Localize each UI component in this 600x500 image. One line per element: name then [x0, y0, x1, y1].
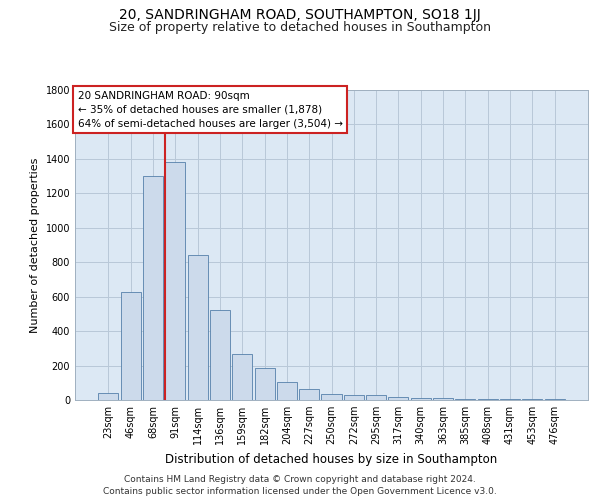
Text: 20, SANDRINGHAM ROAD, SOUTHAMPTON, SO18 1JJ: 20, SANDRINGHAM ROAD, SOUTHAMPTON, SO18 …	[119, 8, 481, 22]
Bar	[232, 354, 252, 400]
Y-axis label: Number of detached properties: Number of detached properties	[30, 158, 40, 332]
Bar	[188, 256, 208, 400]
Bar	[322, 394, 341, 400]
Text: Contains HM Land Registry data © Crown copyright and database right 2024.: Contains HM Land Registry data © Crown c…	[124, 475, 476, 484]
Bar	[500, 399, 520, 400]
Bar	[254, 368, 275, 400]
Bar	[121, 292, 141, 400]
Text: Size of property relative to detached houses in Southampton: Size of property relative to detached ho…	[109, 22, 491, 35]
Bar	[388, 396, 409, 400]
Bar	[455, 398, 475, 400]
Text: 20 SANDRINGHAM ROAD: 90sqm
← 35% of detached houses are smaller (1,878)
64% of s: 20 SANDRINGHAM ROAD: 90sqm ← 35% of deta…	[77, 90, 343, 128]
Bar	[433, 398, 453, 400]
Bar	[411, 398, 431, 400]
Bar	[344, 395, 364, 400]
Bar	[165, 162, 185, 400]
Text: Contains public sector information licensed under the Open Government Licence v3: Contains public sector information licen…	[103, 487, 497, 496]
X-axis label: Distribution of detached houses by size in Southampton: Distribution of detached houses by size …	[166, 452, 497, 466]
Bar	[299, 389, 319, 400]
Bar	[478, 399, 498, 400]
Bar	[277, 382, 297, 400]
Bar	[366, 395, 386, 400]
Bar	[143, 176, 163, 400]
Bar	[210, 310, 230, 400]
Bar	[98, 393, 118, 400]
